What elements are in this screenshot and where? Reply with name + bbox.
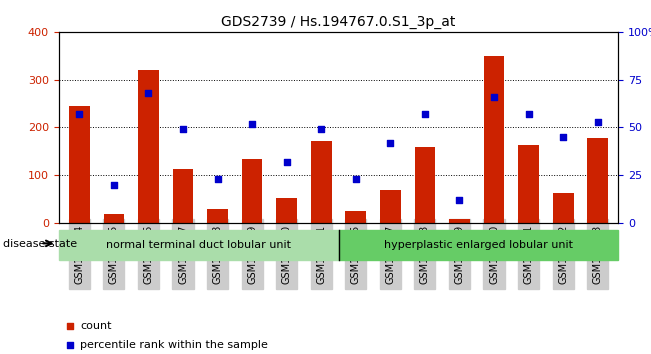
Text: normal terminal duct lobular unit: normal terminal duct lobular unit	[106, 240, 291, 250]
Bar	[346, 211, 366, 223]
Point	[444, 105, 454, 110]
Point	[281, 159, 292, 165]
Bar	[553, 193, 574, 223]
Point	[444, 282, 454, 287]
Point	[143, 90, 154, 96]
Bar	[69, 106, 90, 223]
Point	[316, 126, 326, 132]
Bar	[415, 147, 436, 223]
Point	[454, 197, 465, 203]
Point	[558, 134, 568, 140]
Point	[74, 111, 85, 117]
Point	[385, 140, 396, 145]
Text: percentile rank within the sample: percentile rank within the sample	[80, 340, 268, 350]
Title: GDS2739 / Hs.194767.0.S1_3p_at: GDS2739 / Hs.194767.0.S1_3p_at	[221, 16, 456, 29]
Point	[489, 94, 499, 100]
Text: disease state: disease state	[3, 239, 77, 249]
Text: hyperplastic enlarged lobular unit: hyperplastic enlarged lobular unit	[384, 240, 573, 250]
Point	[420, 111, 430, 117]
Bar	[138, 70, 159, 223]
Bar	[518, 145, 539, 223]
Text: count: count	[80, 321, 112, 331]
Point	[351, 176, 361, 182]
Bar	[104, 215, 124, 223]
Bar	[207, 209, 228, 223]
Bar	[587, 138, 608, 223]
Point	[592, 119, 603, 125]
Point	[523, 111, 534, 117]
Bar	[484, 56, 505, 223]
Bar	[242, 159, 262, 223]
Bar	[339, 230, 618, 260]
Bar	[276, 198, 297, 223]
Bar	[311, 141, 331, 223]
Point	[178, 126, 188, 132]
Point	[109, 182, 119, 188]
Bar	[380, 190, 401, 223]
Bar	[173, 169, 193, 223]
Bar	[449, 219, 470, 223]
Point	[247, 121, 257, 126]
Point	[212, 176, 223, 182]
Bar	[59, 230, 339, 260]
